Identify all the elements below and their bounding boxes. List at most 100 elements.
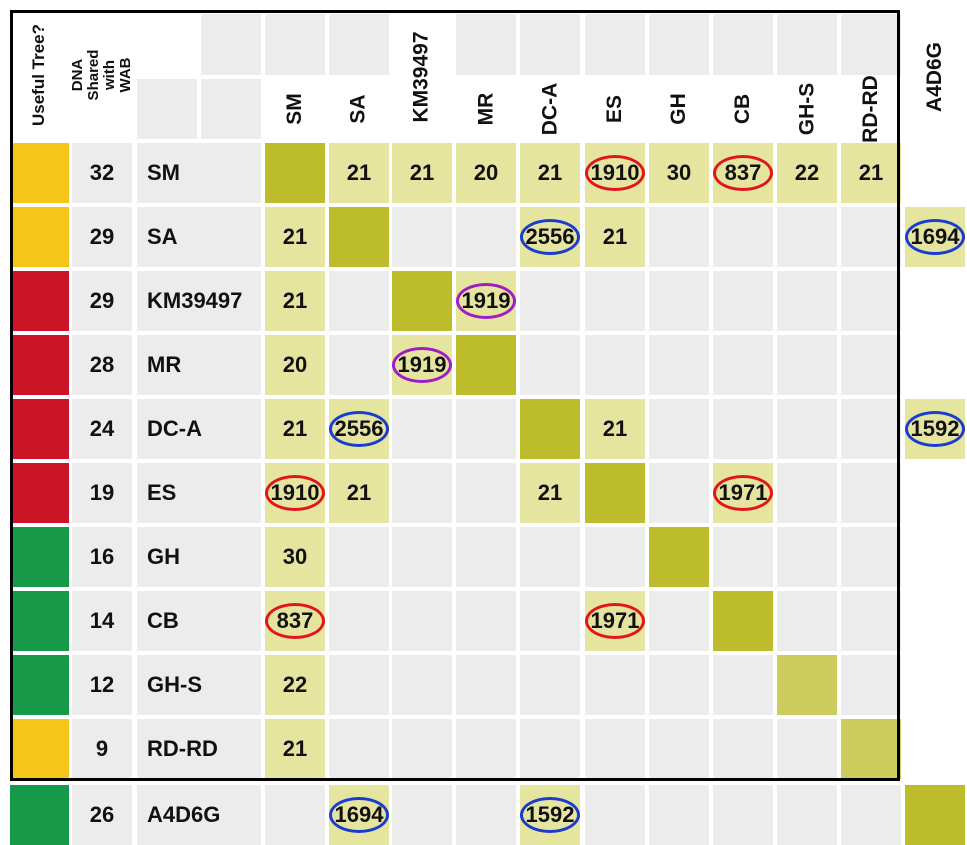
- useful-tree-indicator: [10, 335, 69, 395]
- match-cell: [392, 463, 452, 523]
- circled-match-value: 2556: [329, 411, 389, 447]
- circled-match-value: 1910: [265, 475, 325, 511]
- match-cell: [520, 335, 580, 395]
- column-header: SA: [329, 79, 389, 139]
- match-cell: [456, 207, 516, 267]
- row-name: CB: [137, 591, 261, 651]
- column-header-label: DC-A: [538, 82, 561, 136]
- match-cell: [456, 399, 516, 459]
- match-cell: 21: [585, 399, 645, 459]
- match-cell: [649, 271, 709, 331]
- header-blank-top: [520, 14, 580, 75]
- row-name: GH-S: [137, 655, 261, 715]
- circled-match-value: 2556: [520, 219, 580, 255]
- column-header: A4D6G: [905, 14, 965, 139]
- match-cell: [649, 207, 709, 267]
- match-cell: [329, 719, 389, 779]
- match-cell: [329, 335, 389, 395]
- match-cell: 1694: [905, 207, 965, 267]
- row-name-label: GH-S: [147, 672, 202, 697]
- shared-dna-value: 16: [72, 527, 132, 587]
- match-cell: [841, 655, 901, 715]
- shared-dna-number: 26: [89, 802, 115, 827]
- row-name: SA: [137, 207, 261, 267]
- match-value: 21: [858, 160, 884, 185]
- match-cell: 1919: [456, 271, 516, 331]
- row-name: GH: [137, 527, 261, 587]
- match-value: 21: [537, 160, 563, 185]
- useful-tree-indicator: [10, 719, 69, 779]
- match-cell: [713, 591, 773, 651]
- match-cell: 2556: [329, 399, 389, 459]
- header-blank-top: [649, 14, 709, 75]
- match-value: 22: [794, 160, 820, 185]
- match-cell: [392, 399, 452, 459]
- match-cell: 837: [265, 591, 325, 651]
- match-cell: [520, 719, 580, 779]
- column-header: DC-A: [520, 79, 580, 139]
- column-header-label: SM: [283, 93, 306, 125]
- column-header: CB: [713, 79, 773, 139]
- match-cell: 21: [520, 143, 580, 203]
- match-cell: 30: [649, 143, 709, 203]
- match-value: 30: [282, 544, 308, 569]
- useful-tree-label: Useful Tree?: [29, 23, 49, 126]
- match-cell: [585, 785, 645, 845]
- match-cell: 2556: [520, 207, 580, 267]
- match-cell: [905, 463, 965, 523]
- circled-match-value: 1919: [456, 283, 516, 319]
- useful-tree-indicator: [10, 207, 69, 267]
- circled-match-value: 1694: [905, 219, 965, 255]
- header-blank: [201, 79, 261, 139]
- match-cell: 21: [265, 271, 325, 331]
- match-cell: 22: [265, 655, 325, 715]
- shared-dna-number: 28: [89, 352, 115, 377]
- column-header: KM39497: [392, 14, 452, 139]
- row-name-label: ES: [147, 480, 177, 505]
- match-cell: [905, 335, 965, 395]
- match-cell: [905, 527, 965, 587]
- shared-dna-value: 29: [72, 271, 132, 331]
- column-header-label: ES: [602, 94, 626, 124]
- match-cell: 21: [329, 463, 389, 523]
- match-cell: [841, 207, 901, 267]
- shared-dna-number: 29: [89, 224, 115, 249]
- match-cell: [841, 271, 901, 331]
- match-cell: 1971: [585, 591, 645, 651]
- match-cell: [713, 785, 773, 845]
- match-cell: [713, 719, 773, 779]
- row-name: KM39497: [137, 271, 261, 331]
- match-cell: 837: [713, 143, 773, 203]
- match-cell: [329, 271, 389, 331]
- match-cell: [649, 719, 709, 779]
- useful-tree-indicator: [10, 655, 69, 715]
- match-value: 21: [537, 480, 563, 505]
- match-cell: [777, 719, 837, 779]
- match-cell: [713, 271, 773, 331]
- match-cell: [905, 591, 965, 651]
- match-cell: [329, 591, 389, 651]
- match-value: 21: [346, 480, 372, 505]
- match-cell: [392, 785, 452, 845]
- match-value: 21: [346, 160, 372, 185]
- match-cell: 1919: [392, 335, 452, 395]
- circled-match-value: 837: [713, 155, 773, 191]
- match-cell: [905, 785, 965, 845]
- match-cell: [905, 719, 965, 779]
- header-blank-top: [585, 14, 645, 75]
- circled-match-value: 1910: [585, 155, 645, 191]
- match-cell: [585, 655, 645, 715]
- column-header-label: RD-RD: [859, 75, 882, 143]
- column-header: GH-S: [777, 79, 837, 139]
- match-cell: [713, 335, 773, 395]
- match-value: 21: [282, 736, 308, 761]
- match-cell: 21: [265, 399, 325, 459]
- row-name: DC-A: [137, 399, 261, 459]
- header-blank-top: [777, 14, 837, 75]
- match-cell: [649, 591, 709, 651]
- match-cell: [713, 527, 773, 587]
- match-value: 22: [282, 672, 308, 697]
- match-cell: [585, 335, 645, 395]
- shared-dna-value: 24: [72, 399, 132, 459]
- match-cell: 1910: [585, 143, 645, 203]
